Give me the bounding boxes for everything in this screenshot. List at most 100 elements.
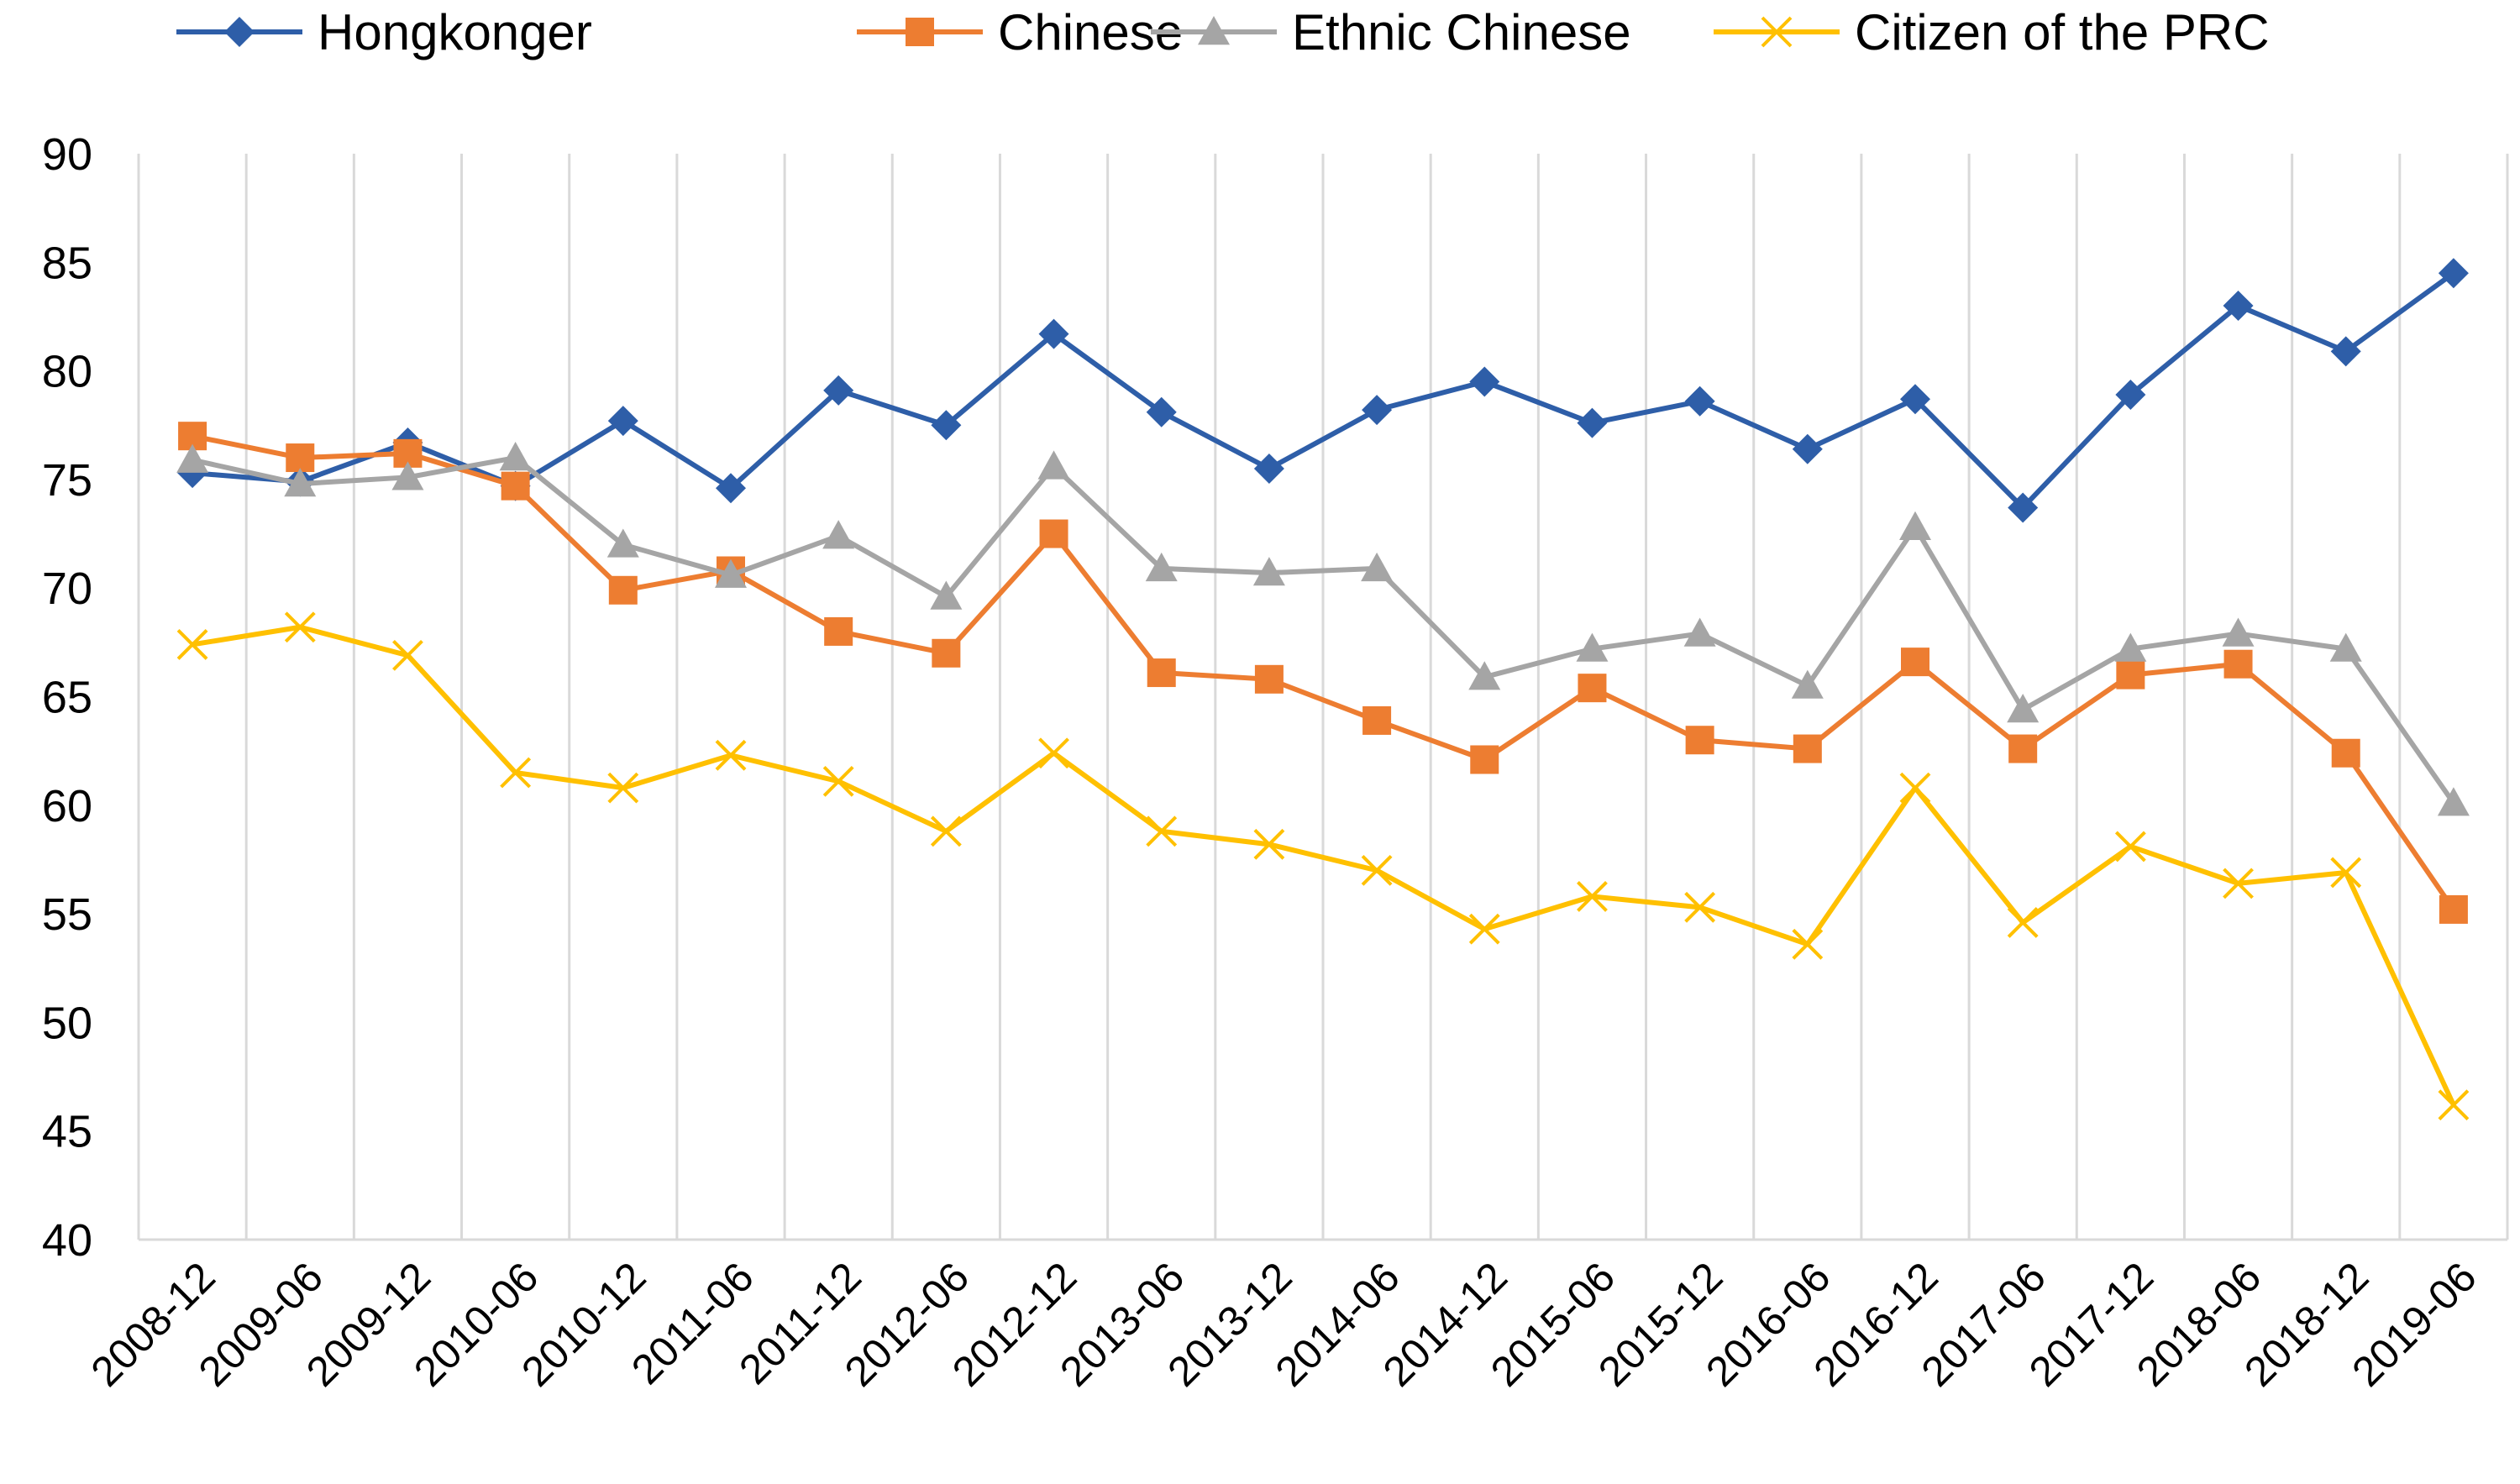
y-tick-label: 90 xyxy=(42,129,92,180)
data-point-citizen-of-the-prc xyxy=(2330,857,2362,889)
series-line-ethnic-chinese xyxy=(192,455,2456,805)
data-point-hongkonger xyxy=(2330,336,2361,367)
data-point-citizen-of-the-prc xyxy=(1577,880,1608,912)
data-point-citizen-of-the-prc xyxy=(607,772,639,804)
data-point-citizen-of-the-prc xyxy=(822,765,854,797)
data-point-hongkonger xyxy=(2008,492,2039,523)
y-tick-label: 80 xyxy=(42,347,92,397)
data-point-chinese xyxy=(932,638,961,668)
data-point-hongkonger xyxy=(931,410,962,441)
data-point-hongkonger xyxy=(716,473,746,504)
chart-gridlines xyxy=(137,154,2509,1241)
y-tick-label: 55 xyxy=(42,889,92,940)
legend: Hongkonger Chinese Ethnic Chinese Citizen o… xyxy=(176,4,2270,60)
data-point-hongkonger xyxy=(1253,453,1284,484)
data-point-chinese xyxy=(2331,738,2360,768)
legend-item-ethnic-chinese: Ethnic Chinese xyxy=(1151,4,1631,60)
data-point-ethnic-chinese xyxy=(2114,632,2147,662)
data-point-ethnic-chinese xyxy=(1252,557,1285,586)
data-point-ethnic-chinese xyxy=(2329,632,2362,662)
data-point-citizen-of-the-prc xyxy=(1684,891,1716,923)
legend-marker xyxy=(906,18,934,46)
data-point-ethnic-chinese xyxy=(1145,552,1178,582)
series-ethnic-chinese xyxy=(176,442,2470,816)
data-point-ethnic-chinese xyxy=(284,468,317,497)
y-tick-label: 75 xyxy=(42,455,92,506)
data-point-citizen-of-the-prc xyxy=(715,739,747,771)
data-point-hongkonger xyxy=(1577,407,1608,438)
x-axis: 2008-122009-062009-122010-062010-122011-… xyxy=(82,1253,2486,1395)
y-axis: 40 45 50 55 60 65 70 75 80 85 90 xyxy=(42,129,92,1266)
data-point-citizen-of-the-prc xyxy=(392,639,423,671)
data-point-chinese xyxy=(608,575,638,605)
legend-marker xyxy=(224,17,255,47)
data-point-ethnic-chinese xyxy=(606,528,639,558)
data-point-citizen-of-the-prc xyxy=(1792,928,1824,960)
data-point-ethnic-chinese xyxy=(1468,661,1501,690)
data-point-chinese xyxy=(1362,705,1392,735)
y-tick-label: 45 xyxy=(42,1107,92,1157)
data-point-hongkonger xyxy=(1038,318,1069,349)
data-point-ethnic-chinese xyxy=(1899,511,1931,540)
series-line-citizen-of-the-prc xyxy=(192,624,2456,1106)
series-hongkonger xyxy=(177,258,2469,523)
legend-item-chinese: Chinese xyxy=(857,4,1183,60)
data-point-hongkonger xyxy=(1684,385,1715,417)
data-point-citizen-of-the-prc xyxy=(2007,907,2039,938)
data-point-hongkonger xyxy=(607,406,638,437)
data-point-chinese xyxy=(2008,734,2038,763)
y-tick-label: 70 xyxy=(42,564,92,614)
legend-label: Hongkonger xyxy=(318,4,592,60)
data-point-ethnic-chinese xyxy=(2007,694,2040,723)
data-point-ethnic-chinese xyxy=(822,520,855,549)
data-point-citizen-of-the-prc xyxy=(1899,772,1931,804)
data-point-chinese xyxy=(2116,660,2145,690)
data-point-ethnic-chinese xyxy=(930,580,963,610)
data-point-chinese xyxy=(1793,734,1822,763)
data-point-citizen-of-the-prc xyxy=(1038,737,1069,769)
data-point-hongkonger xyxy=(1469,366,1500,397)
data-point-citizen-of-the-prc xyxy=(1361,854,1393,886)
data-point-chinese xyxy=(1578,674,1607,703)
data-point-ethnic-chinese xyxy=(1791,669,1824,699)
legend-item-citizen-of-the-prc: Citizen of the PRC xyxy=(1714,4,2270,60)
legend-marker xyxy=(1198,16,1230,45)
data-point-chinese xyxy=(2223,649,2253,679)
data-point-chinese xyxy=(1147,658,1176,688)
data-point-ethnic-chinese xyxy=(176,443,209,473)
data-point-citizen-of-the-prc xyxy=(2114,831,2146,863)
y-tick-label: 40 xyxy=(42,1215,92,1266)
data-point-hongkonger xyxy=(2115,380,2146,411)
data-point-citizen-of-the-prc xyxy=(176,629,208,660)
series-citizen-of-the-prc xyxy=(176,611,2470,1121)
data-point-citizen-of-the-prc xyxy=(1468,913,1500,945)
data-point-citizen-of-the-prc xyxy=(1253,828,1285,860)
data-point-chinese xyxy=(501,471,530,501)
data-point-ethnic-chinese xyxy=(391,461,424,490)
data-point-ethnic-chinese xyxy=(1683,617,1716,647)
data-point-ethnic-chinese xyxy=(499,442,532,471)
data-point-ethnic-chinese xyxy=(1037,450,1070,480)
data-point-citizen-of-the-prc xyxy=(500,757,532,789)
data-point-chinese xyxy=(1254,664,1284,694)
legend-label: Citizen of the PRC xyxy=(1855,4,2270,60)
data-point-chinese xyxy=(1901,648,1929,677)
data-point-citizen-of-the-prc xyxy=(2223,868,2254,899)
series-layer xyxy=(176,258,2470,1121)
data-point-citizen-of-the-prc xyxy=(284,611,316,643)
data-point-hongkonger xyxy=(2223,291,2254,322)
series-chinese xyxy=(178,422,2468,924)
data-point-chinese xyxy=(286,443,315,473)
data-point-citizen-of-the-prc xyxy=(930,815,962,847)
data-point-ethnic-chinese xyxy=(2222,617,2255,647)
data-point-hongkonger xyxy=(1362,395,1393,426)
data-point-hongkonger xyxy=(1792,433,1823,464)
legend-marker xyxy=(1761,16,1793,48)
legend-label: Ethnic Chinese xyxy=(1292,4,1631,60)
data-point-ethnic-chinese xyxy=(1361,552,1394,582)
y-tick-label: 85 xyxy=(42,238,92,288)
y-tick-label: 60 xyxy=(42,781,92,831)
data-point-ethnic-chinese xyxy=(2437,787,2470,816)
data-point-chinese xyxy=(1039,519,1068,548)
